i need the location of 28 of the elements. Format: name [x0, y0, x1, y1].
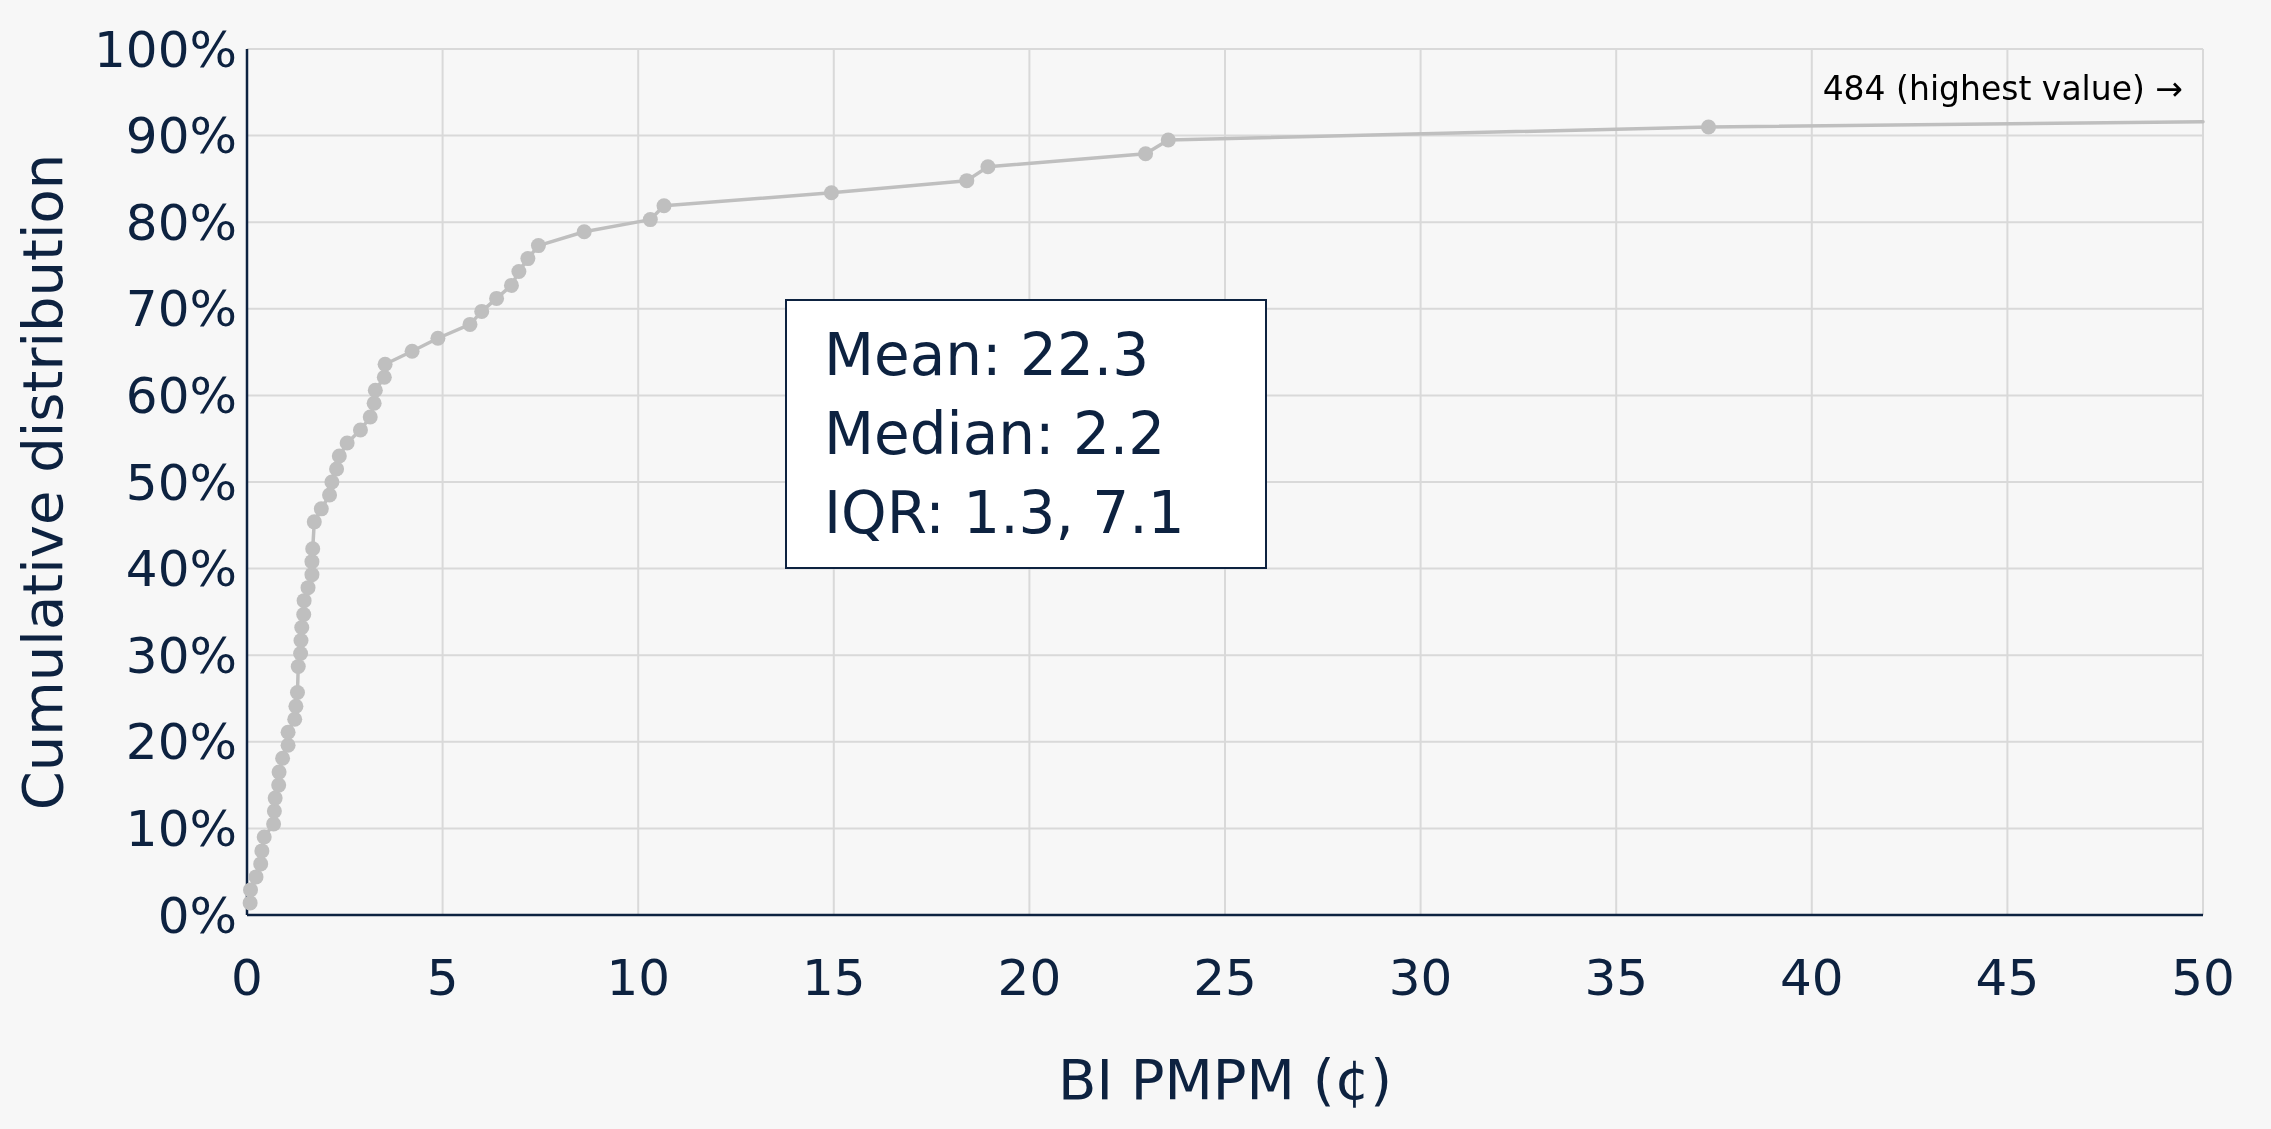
y-tick-label: 100% — [94, 20, 237, 79]
x-axis-title: BI PMPM (¢) — [1057, 1047, 1393, 1112]
y-axis-title: Cumulative distribution — [10, 153, 75, 811]
annotation: IQR: 1.3, 7.1 — [824, 479, 1185, 547]
y-tick-label: 70% — [125, 280, 237, 339]
y-tick-label: 60% — [125, 366, 237, 425]
annotation: Mean: 22.3 — [824, 321, 1150, 389]
x-tick-label: 50 — [2171, 949, 2235, 1007]
y-tick-label: 20% — [125, 713, 237, 772]
x-tick-label: 15 — [801, 949, 866, 1007]
y-tick-label: 30% — [125, 626, 237, 685]
y-tick-label: 40% — [125, 540, 237, 599]
x-tick-label: 30 — [1388, 949, 1453, 1007]
x-tick-label: 40 — [1779, 949, 1844, 1007]
x-tick-label: 45 — [1975, 949, 2040, 1007]
y-tick-label: 50% — [125, 453, 237, 512]
annotation: Median: 2.2 — [824, 400, 1166, 468]
x-tick-label: 25 — [1193, 949, 1257, 1007]
x-tick-label: 10 — [606, 949, 671, 1007]
y-tick-label: 10% — [125, 799, 237, 858]
y-tick-label: 90% — [125, 107, 237, 166]
x-tick-label: 0 — [231, 949, 263, 1007]
annotation: 484 (highest value) → — [1822, 69, 2183, 108]
x-tick-label: 5 — [426, 949, 459, 1007]
x-tick-label: 20 — [997, 949, 1062, 1007]
y-tick-label: 0% — [157, 886, 237, 945]
y-tick-label: 80% — [125, 193, 237, 252]
x-tick-label: 35 — [1584, 949, 1649, 1007]
